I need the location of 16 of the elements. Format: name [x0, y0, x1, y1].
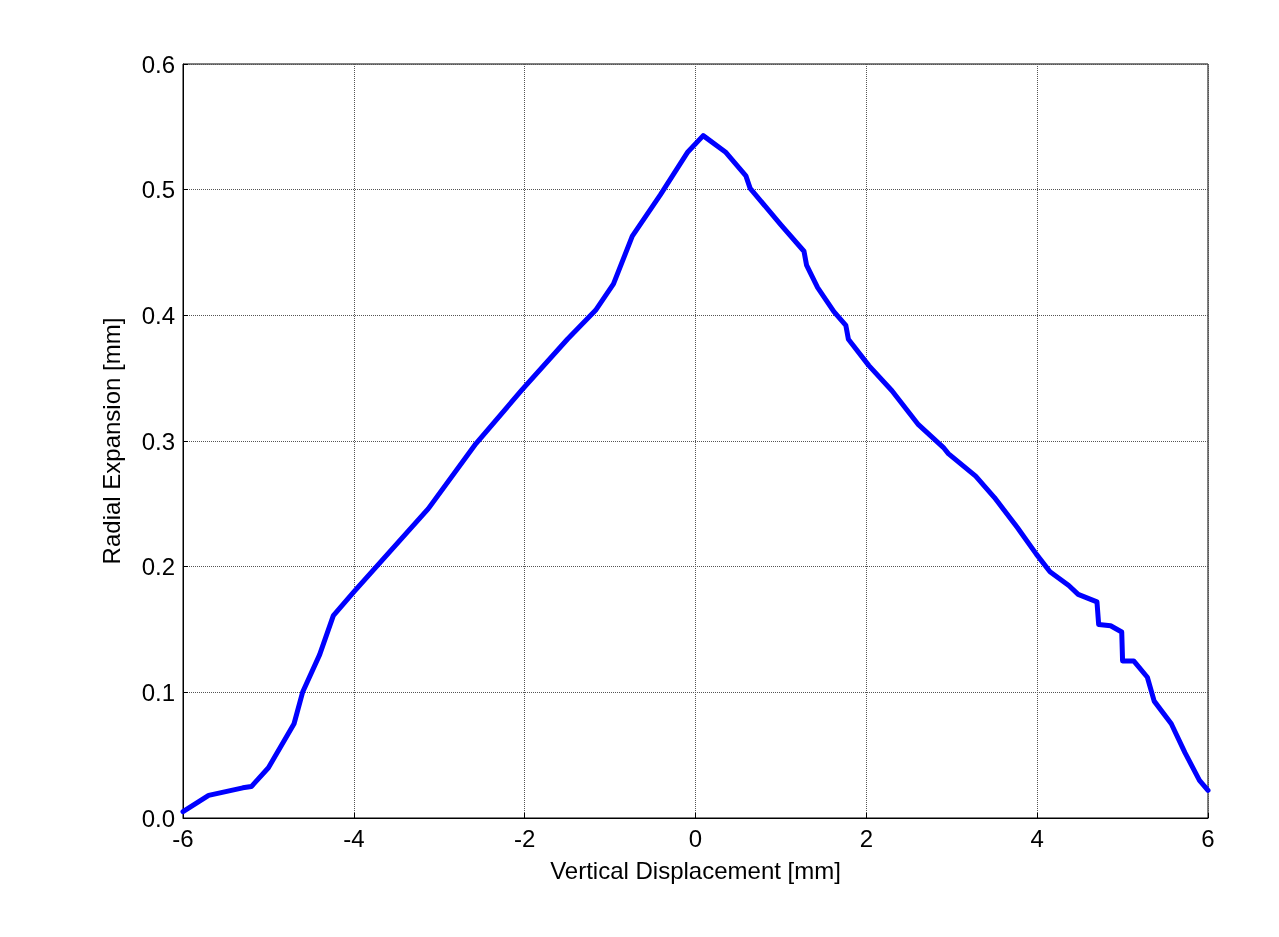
- x-tick-label: 2: [859, 824, 874, 852]
- x-tick-label: 6: [1201, 824, 1215, 852]
- x-tick-label: 4: [1030, 824, 1044, 852]
- x-axis-title: Vertical Displacement [mm]: [550, 856, 841, 884]
- y-tick-label: 0.2: [141, 553, 175, 581]
- x-tick-label: -4: [343, 824, 365, 852]
- y-tick-label: 0.4: [141, 301, 175, 329]
- y-axis-title: Radial Expansion [mm]: [97, 317, 125, 565]
- y-tick-label: 0.1: [141, 678, 175, 706]
- y-tick-label: 0.5: [141, 176, 175, 204]
- x-tick-label: -6: [172, 824, 194, 852]
- y-tick-label: 0.6: [141, 50, 175, 78]
- x-tick-label: 0: [688, 824, 703, 852]
- x-tick-label: -2: [513, 824, 536, 852]
- y-tick-label: 0.3: [141, 427, 175, 455]
- y-tick-label: 0.0: [141, 804, 175, 832]
